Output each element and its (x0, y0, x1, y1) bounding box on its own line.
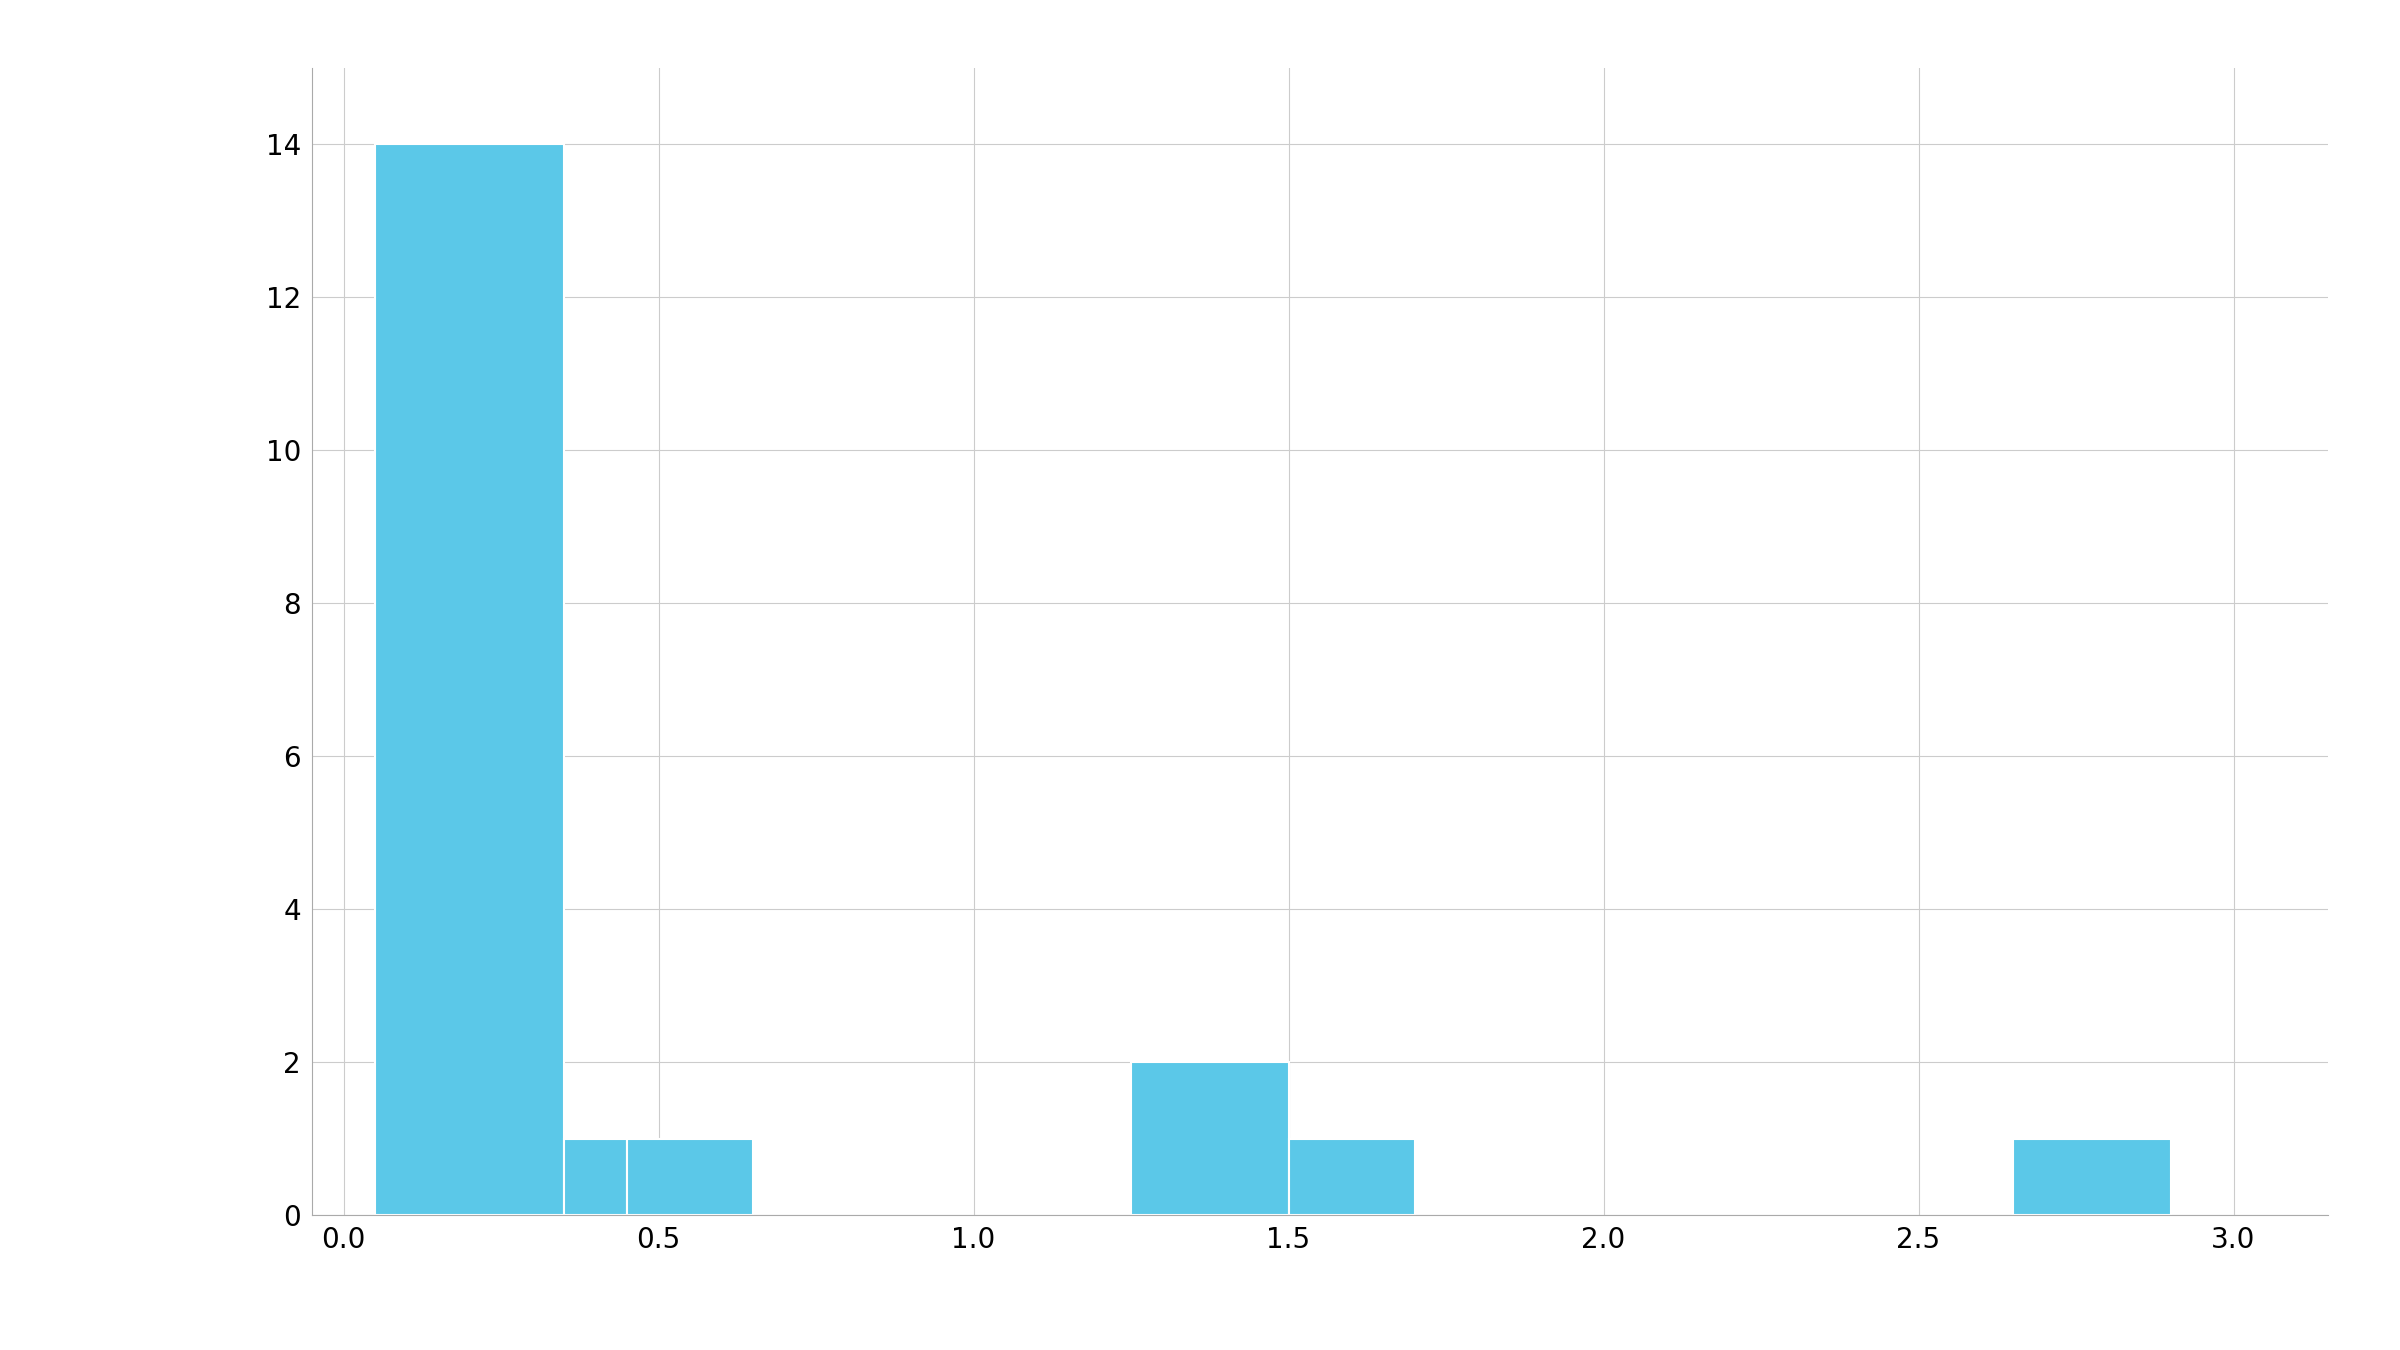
Bar (374, 144, 564, 1215)
Bar (626, 1138, 754, 1215)
Bar (1289, 1138, 1414, 1215)
Bar (564, 1138, 626, 1215)
Bar (2014, 1138, 2170, 1215)
Bar (1130, 1062, 1289, 1215)
